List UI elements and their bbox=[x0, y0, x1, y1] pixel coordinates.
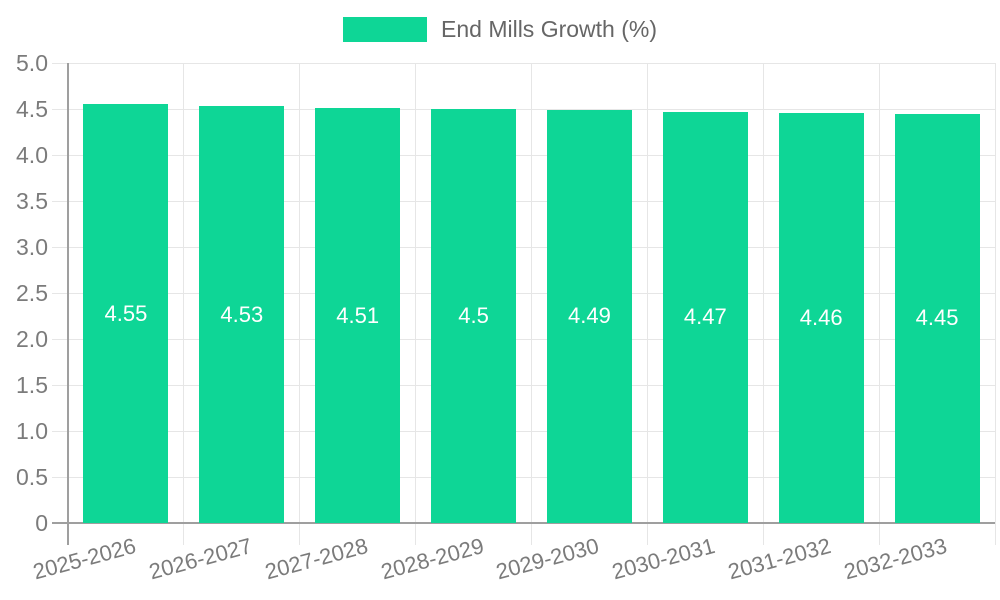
bar[interactable]: 4.55 bbox=[83, 104, 169, 523]
x-axis-tick-label: 2029-2030 bbox=[493, 533, 602, 585]
x-axis-line bbox=[52, 522, 995, 524]
bar[interactable]: 4.53 bbox=[199, 106, 285, 523]
y-gridline bbox=[52, 292, 995, 294]
y-gridline bbox=[52, 200, 995, 202]
y-axis-tick-label: 3.0 bbox=[16, 234, 48, 260]
y-axis-tick-label: 5.0 bbox=[16, 50, 48, 76]
bar[interactable]: 4.46 bbox=[778, 112, 864, 523]
bar[interactable]: 4.49 bbox=[546, 109, 632, 523]
legend-item[interactable]: End Mills Growth (%) bbox=[343, 16, 657, 43]
bar-value-label: 4.47 bbox=[683, 304, 727, 330]
bar[interactable]: 4.5 bbox=[431, 109, 517, 523]
y-gridline bbox=[52, 338, 995, 340]
y-gridline bbox=[52, 476, 995, 478]
x-axis-tick-label: 2027-2028 bbox=[262, 533, 371, 585]
x-gridline bbox=[994, 63, 996, 545]
x-gridline bbox=[762, 63, 764, 545]
bar-value-label: 4.55 bbox=[104, 300, 148, 326]
x-gridline bbox=[299, 63, 301, 545]
x-gridline bbox=[878, 63, 880, 545]
y-axis-tick-label: 0 bbox=[35, 510, 48, 536]
y-axis-tick-label: 4.0 bbox=[16, 142, 48, 168]
bar-value-label: 4.46 bbox=[799, 304, 843, 330]
x-axis-tick-label: 2026-2027 bbox=[146, 533, 255, 585]
bar-value-label: 4.53 bbox=[220, 301, 264, 327]
y-gridline bbox=[52, 62, 995, 64]
bar[interactable]: 4.51 bbox=[315, 108, 401, 523]
y-gridline bbox=[52, 384, 995, 386]
y-axis-tick-label: 3.5 bbox=[16, 188, 48, 214]
y-axis-tick-label: 1.0 bbox=[16, 418, 48, 444]
bar-value-label: 4.49 bbox=[568, 303, 611, 329]
y-gridline bbox=[52, 430, 995, 432]
x-axis-tick-label: 2031-2032 bbox=[725, 533, 834, 585]
x-gridline bbox=[415, 63, 417, 545]
y-gridline bbox=[52, 154, 995, 156]
x-gridline bbox=[646, 63, 648, 545]
y-axis-tick-label: 1.5 bbox=[16, 372, 48, 398]
bar-value-label: 4.51 bbox=[336, 302, 380, 328]
legend-swatch-icon bbox=[343, 17, 427, 42]
y-axis-tick-label: 2.5 bbox=[16, 280, 48, 306]
bar[interactable]: 4.45 bbox=[894, 113, 980, 523]
y-axis-tick-label: 2.0 bbox=[16, 326, 48, 352]
y-axis-line bbox=[67, 63, 69, 545]
y-gridline bbox=[52, 108, 995, 110]
x-axis-tick-label: 2032-2033 bbox=[841, 533, 950, 585]
x-axis-tick-label: 2030-2031 bbox=[609, 533, 718, 585]
x-axis-tick-label: 2025-2026 bbox=[30, 533, 139, 585]
y-axis-tick-label: 4.5 bbox=[16, 96, 48, 122]
y-gridline bbox=[52, 246, 995, 248]
bar[interactable]: 4.47 bbox=[662, 111, 748, 523]
x-gridline bbox=[183, 63, 185, 545]
x-gridline bbox=[531, 63, 532, 545]
bar-value-label: 4.45 bbox=[915, 305, 959, 331]
x-axis-tick-label: 2028-2029 bbox=[377, 533, 487, 585]
bar-value-label: 4.5 bbox=[458, 303, 489, 328]
chart-legend: End Mills Growth (%) bbox=[0, 16, 1000, 43]
y-axis-tick-label: 0.5 bbox=[16, 464, 48, 490]
legend-label: End Mills Growth (%) bbox=[441, 16, 657, 42]
